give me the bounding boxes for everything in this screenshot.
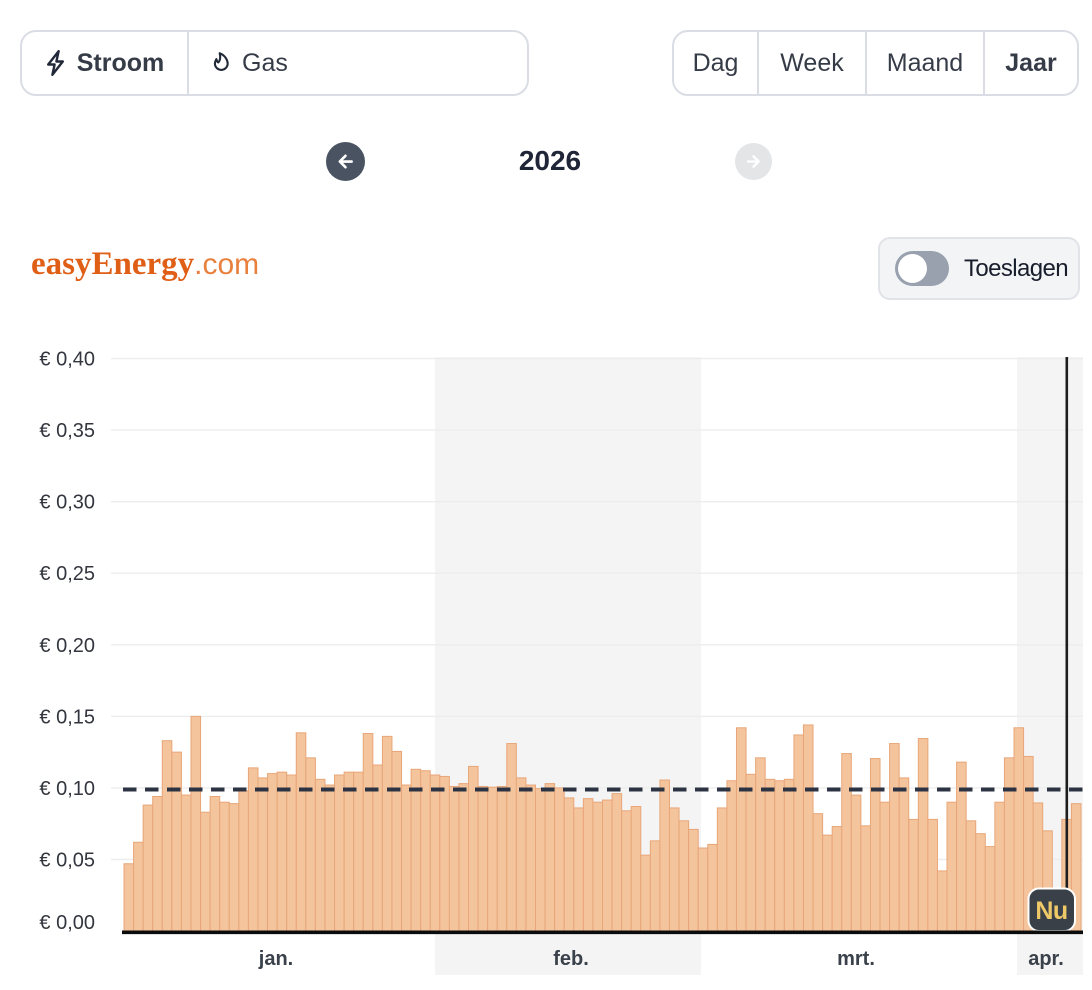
- svg-text:mrt.: mrt.: [837, 948, 875, 970]
- svg-text:jan.: jan.: [258, 948, 293, 970]
- svg-text:€ 0,30: € 0,30: [39, 492, 95, 514]
- svg-text:€ 0,15: € 0,15: [39, 706, 95, 728]
- svg-text:apr.: apr.: [1028, 948, 1064, 970]
- svg-text:€ 0,05: € 0,05: [39, 850, 95, 872]
- svg-text:€ 0,00: € 0,00: [39, 912, 95, 934]
- svg-text:€ 0,25: € 0,25: [39, 563, 95, 585]
- svg-text:€ 0,10: € 0,10: [39, 778, 95, 800]
- svg-text:feb.: feb.: [553, 948, 589, 970]
- svg-text:€ 0,20: € 0,20: [39, 635, 95, 657]
- svg-text:€ 0,40: € 0,40: [39, 349, 95, 371]
- svg-text:€ 0,35: € 0,35: [39, 420, 95, 442]
- svg-text:Nu: Nu: [1035, 897, 1067, 925]
